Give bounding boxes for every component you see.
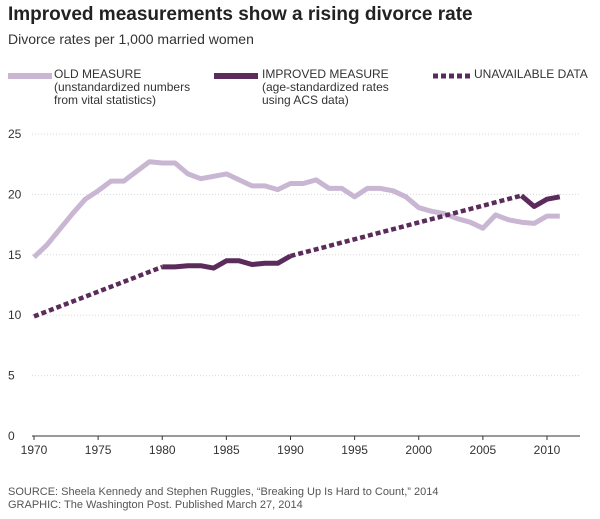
legend-swatch-old-measure [8, 73, 52, 79]
graphic-credit: GRAPHIC: The Washington Post. Published … [8, 499, 303, 511]
legend-label-old-measure-line3: from vital statistics) [54, 93, 157, 107]
x-tick-label-1995: 1995 [341, 443, 368, 457]
legend-swatch-unavailable-data [433, 73, 471, 79]
x-tick-labels: 1970 1975 1980 1985 1990 1995 2000 2005 2010 [21, 443, 561, 457]
source-text: SOURCE: Sheela Kennedy and Stephen Ruggl… [8, 486, 439, 498]
x-axis [32, 435, 580, 440]
legend-label-unavailable-data: UNAVAILABLE DATA [474, 67, 588, 81]
y-tick-label-0: 0 [8, 429, 15, 443]
legend-label-improved-measure-line3: using ACS data) [262, 93, 349, 107]
series-line-old-measure-1 [32, 159, 560, 260]
y-tick-label-20: 20 [8, 187, 22, 201]
y-tick-labels: 0 5 10 15 20 25 [8, 127, 22, 443]
series-line-improved-measure-1 [162, 253, 292, 271]
legend-swatch-improved-measure [214, 73, 258, 79]
x-tick-label-1990: 1990 [277, 443, 304, 457]
x-tick-label-1975: 1975 [85, 443, 112, 457]
legend-label-improved-measure-line1: IMPROVED MEASURE [262, 67, 389, 81]
series-line-improved-measure-2 [519, 193, 561, 209]
y-tick-label-25: 25 [8, 127, 22, 141]
chart-subtitle: Divorce rates per 1,000 married women [8, 31, 254, 47]
series-line-unavailable-data-1 [33, 264, 164, 319]
x-tick-label-2005: 2005 [470, 443, 497, 457]
gridlines [32, 133, 580, 377]
x-tick-label-1970: 1970 [21, 443, 48, 457]
chart-title: Improved measurements show a rising divo… [8, 4, 473, 25]
x-tick-label-2000: 2000 [405, 443, 432, 457]
x-tick-label-2010: 2010 [534, 443, 561, 457]
x-tick-label-1980: 1980 [149, 443, 176, 457]
y-tick-label-5: 5 [8, 369, 15, 383]
x-tick-label-1985: 1985 [213, 443, 240, 457]
series-lines [32, 159, 561, 319]
legend-label-old-measure-line1: OLD MEASURE [54, 67, 142, 81]
y-tick-label-15: 15 [8, 248, 22, 262]
legend-label-improved-measure-line2: (age-standardized rates [262, 80, 389, 94]
source-note: SOURCE: Sheela Kennedy and Stephen Ruggl… [8, 486, 438, 512]
legend-label-old-measure-line2: (unstandardized numbers [54, 80, 191, 94]
y-tick-label-10: 10 [8, 308, 22, 322]
